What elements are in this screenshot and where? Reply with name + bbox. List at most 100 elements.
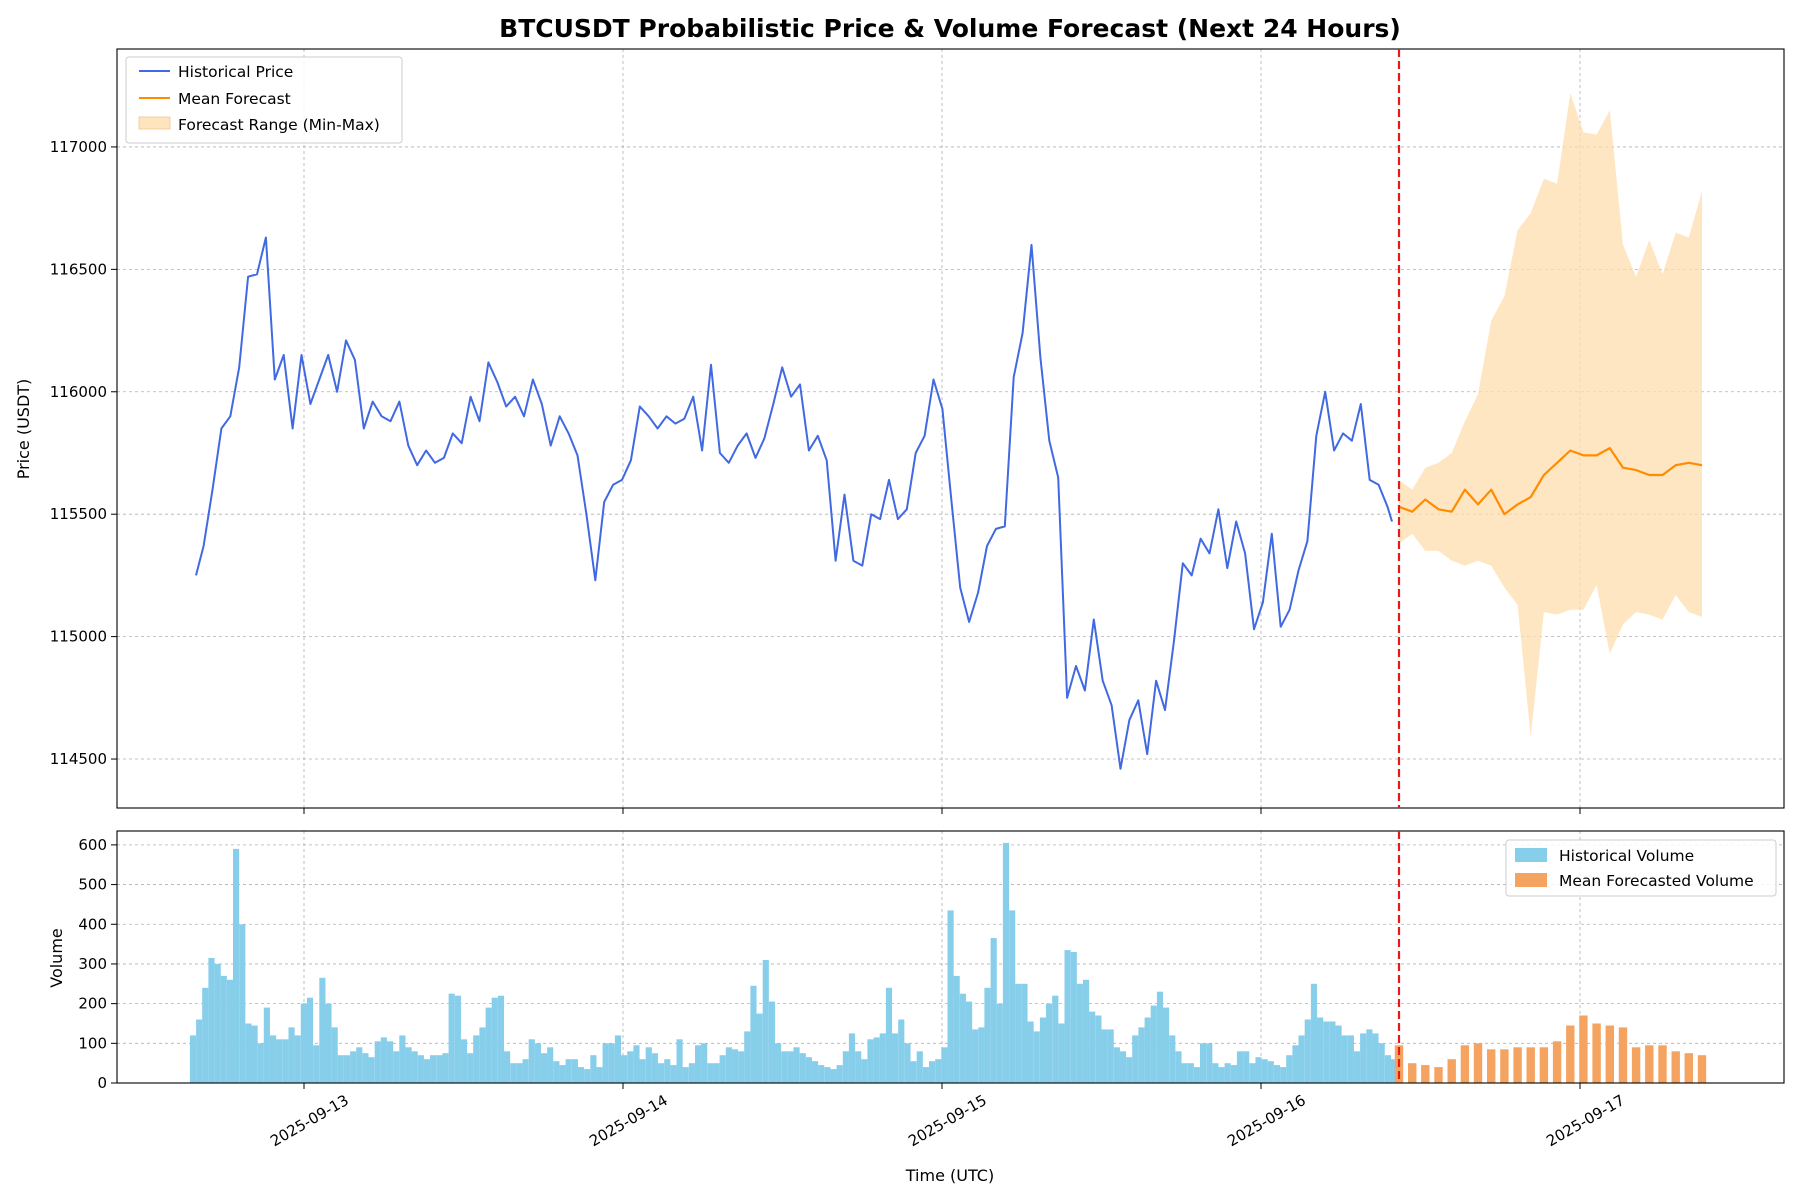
forecast-volume-bar bbox=[1605, 1025, 1614, 1083]
historical-volume-bar bbox=[424, 1059, 431, 1083]
historical-volume-bar bbox=[325, 1003, 332, 1083]
historical-volume-bar bbox=[1070, 952, 1077, 1083]
historical-volume-bar bbox=[196, 1019, 203, 1083]
historical-volume-bar bbox=[1366, 1029, 1373, 1083]
historical-volume-bar bbox=[1156, 991, 1164, 1083]
mean-forecast-line bbox=[1398, 447, 1703, 516]
volume-x-ticks: 2025-09-13 2025-09-14 2025-09-15 2025-09-16… bbox=[267, 1083, 1628, 1150]
historical-volume-bar bbox=[1212, 1063, 1219, 1083]
historical-volume-bar bbox=[1193, 1067, 1200, 1083]
historical-volume-bar bbox=[559, 1065, 566, 1083]
forecast-volume-bar bbox=[1487, 1049, 1496, 1083]
historical-volume-bar bbox=[953, 975, 960, 1083]
historical-volume-bar bbox=[781, 1051, 788, 1083]
historical-volume-bar bbox=[1372, 1033, 1379, 1083]
x-tick-label: 2025-09-15 bbox=[905, 1091, 990, 1150]
historical-volume-bar bbox=[590, 1055, 597, 1083]
historical-volume-bar bbox=[368, 1057, 375, 1083]
historical-volume-bar bbox=[1064, 950, 1071, 1083]
volume-y-tick-label: 400 bbox=[78, 915, 107, 933]
forecast-volume-bar bbox=[1460, 1045, 1470, 1083]
historical-volume-bar bbox=[1206, 1043, 1213, 1083]
historical-volume-bar bbox=[898, 1019, 905, 1083]
historical-volume-bar bbox=[1113, 1047, 1120, 1083]
legend-historical-price-label: Historical Price bbox=[178, 63, 293, 81]
historical-volume-bar bbox=[1119, 1051, 1127, 1083]
forecast-volume-bar bbox=[1579, 1015, 1588, 1083]
price-y-axis-label: Price (USDT) bbox=[14, 379, 33, 480]
historical-volume-bar bbox=[799, 1053, 806, 1083]
historical-volume-bar bbox=[577, 1067, 585, 1083]
volume-y-tick-label: 500 bbox=[78, 876, 107, 894]
forecast-volume-bar bbox=[1566, 1025, 1575, 1083]
historical-volume-bar bbox=[1341, 1035, 1348, 1083]
x-tick-label: 2025-09-17 bbox=[1543, 1091, 1628, 1150]
forecast-volume-bar bbox=[1434, 1067, 1443, 1083]
volume-y-tick-label: 100 bbox=[78, 1034, 107, 1052]
historical-volume-bar bbox=[510, 1063, 517, 1083]
historical-volume-bar bbox=[1187, 1063, 1194, 1083]
historical-volume-bar bbox=[1015, 983, 1022, 1083]
historical-volume-bar bbox=[916, 1051, 923, 1083]
forecast-volume-bar bbox=[1500, 1049, 1509, 1083]
historical-volume-bar bbox=[1310, 983, 1318, 1083]
forecast-volume-bar bbox=[1526, 1047, 1535, 1083]
historical-volume-bar bbox=[929, 1061, 936, 1083]
volume-bars bbox=[189, 842, 1707, 1083]
forecast-volume-bar bbox=[1408, 1063, 1417, 1083]
historical-volume-bar bbox=[830, 1069, 837, 1083]
historical-volume-bar bbox=[1323, 1021, 1330, 1083]
volume-y-tick-label: 300 bbox=[78, 955, 107, 973]
legend-forecast-range-swatch bbox=[138, 116, 171, 130]
historical-volume-bar bbox=[1021, 983, 1028, 1083]
historical-volume-bar bbox=[1317, 1017, 1324, 1083]
historical-volume-bar bbox=[756, 1013, 763, 1083]
historical-volume-bar bbox=[904, 1043, 911, 1083]
historical-volume-bar bbox=[621, 1055, 628, 1083]
historical-volume-bar bbox=[879, 1033, 886, 1083]
volume-y-tick-label: 600 bbox=[78, 836, 107, 854]
historical-volume-bar bbox=[848, 1033, 856, 1083]
forecast-range-band bbox=[1399, 93, 1702, 738]
historical-volume-bar bbox=[682, 1067, 689, 1083]
historical-volume-bar bbox=[639, 1059, 646, 1083]
historical-volume-bar bbox=[565, 1059, 572, 1083]
historical-volume-bar bbox=[959, 993, 966, 1083]
x-tick-label: 2025-09-16 bbox=[1224, 1091, 1309, 1150]
volume-panel: 0 100 200 300 400 500 600 2025-09-13 2025-09-14… bbox=[47, 830, 1785, 1185]
historical-volume-bar bbox=[1304, 1019, 1311, 1083]
historical-volume-bar bbox=[824, 1067, 831, 1083]
volume-legend-box bbox=[1505, 839, 1777, 897]
historical-volume-bar bbox=[1360, 1033, 1367, 1083]
forecast-volume-bar bbox=[1592, 1023, 1601, 1083]
price-lines bbox=[195, 236, 1703, 770]
historical-volume-bar bbox=[972, 1029, 979, 1083]
historical-volume-bar bbox=[350, 1051, 357, 1083]
historical-volume-bar bbox=[1132, 1035, 1139, 1083]
historical-volume-bar bbox=[1261, 1059, 1268, 1083]
historical-volume-bar bbox=[805, 1057, 812, 1083]
historical-volume-bar bbox=[1280, 1067, 1287, 1083]
historical-volume-bar bbox=[627, 1051, 634, 1083]
historical-volume-bar bbox=[731, 1049, 739, 1083]
historical-volume-bar bbox=[189, 1035, 197, 1083]
historical-volume-bar bbox=[448, 993, 455, 1083]
historical-volume-bar bbox=[239, 924, 246, 1083]
historical-volume-bar bbox=[1083, 979, 1090, 1083]
historical-volume-bar bbox=[1009, 910, 1016, 1083]
price-gridlines bbox=[117, 49, 1784, 808]
historical-volume-bar bbox=[288, 1027, 295, 1083]
forecast-volume-bar bbox=[1645, 1045, 1654, 1083]
price-y-tick-label: 115500 bbox=[50, 505, 107, 523]
historical-volume-bar bbox=[1329, 1021, 1336, 1083]
historical-volume-bar bbox=[1169, 1035, 1176, 1083]
price-y-tick-label: 115000 bbox=[50, 628, 107, 646]
price-y-tick-label: 114500 bbox=[50, 750, 107, 768]
historical-volume-bar bbox=[1200, 1043, 1207, 1083]
historical-volume-bar bbox=[356, 1047, 363, 1083]
forecast-volume-bar bbox=[1513, 1047, 1522, 1083]
historical-volume-bar bbox=[670, 1065, 677, 1083]
historical-volume-bar bbox=[744, 1031, 751, 1083]
volume-y-axis-label: Volume bbox=[47, 928, 66, 988]
